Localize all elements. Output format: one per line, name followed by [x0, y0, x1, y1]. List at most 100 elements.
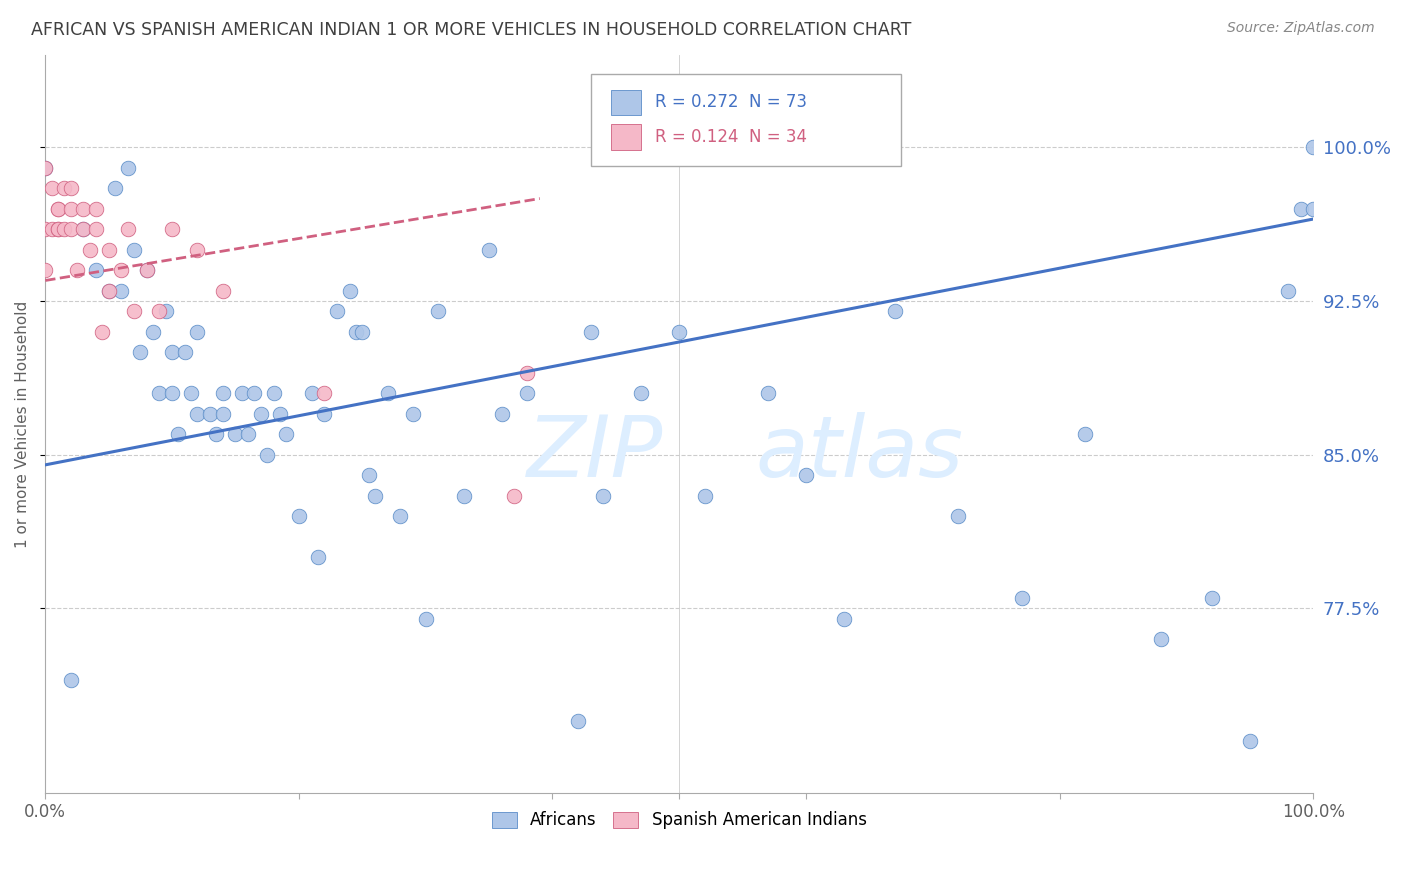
Point — [59, 202, 82, 216]
FancyBboxPatch shape — [591, 73, 901, 166]
Legend: Africans, Spanish American Indians: Africans, Spanish American Indians — [485, 805, 873, 836]
Point — [288, 509, 311, 524]
Point — [402, 407, 425, 421]
Point — [148, 304, 170, 318]
Point — [41, 181, 63, 195]
Point — [516, 386, 538, 401]
Point — [1011, 591, 1033, 605]
Point — [117, 222, 139, 236]
Point — [34, 161, 56, 175]
Point — [883, 304, 905, 318]
Point — [110, 263, 132, 277]
Point — [948, 509, 970, 524]
Point — [198, 407, 221, 421]
Point — [97, 284, 120, 298]
Point — [135, 263, 157, 277]
Point — [307, 550, 329, 565]
Point — [160, 222, 183, 236]
Point — [41, 222, 63, 236]
Point — [34, 263, 56, 277]
Point — [1239, 734, 1261, 748]
Point — [122, 243, 145, 257]
Point — [377, 386, 399, 401]
Point — [59, 673, 82, 687]
Point — [160, 345, 183, 359]
Point — [167, 427, 190, 442]
Point — [453, 489, 475, 503]
Point — [236, 427, 259, 442]
Text: Source: ZipAtlas.com: Source: ZipAtlas.com — [1227, 21, 1375, 35]
Point — [211, 407, 233, 421]
Point — [630, 386, 652, 401]
Point — [117, 161, 139, 175]
Point — [1150, 632, 1173, 646]
Point — [516, 366, 538, 380]
Point — [243, 386, 266, 401]
Point — [211, 284, 233, 298]
Text: ZIP: ZIP — [527, 412, 664, 495]
Point — [250, 407, 273, 421]
FancyBboxPatch shape — [610, 125, 641, 150]
Point — [59, 222, 82, 236]
Point — [269, 407, 291, 421]
Point — [72, 222, 94, 236]
Point — [357, 468, 380, 483]
Point — [46, 202, 69, 216]
Point — [34, 222, 56, 236]
Point — [1289, 202, 1312, 216]
Point — [668, 325, 690, 339]
Point — [1277, 284, 1299, 298]
Point — [46, 222, 69, 236]
Point — [122, 304, 145, 318]
Point — [364, 489, 387, 503]
Y-axis label: 1 or more Vehicles in Household: 1 or more Vehicles in Household — [15, 301, 30, 548]
Point — [59, 181, 82, 195]
Point — [173, 345, 195, 359]
Point — [832, 611, 855, 625]
Point — [567, 714, 589, 728]
Point — [693, 489, 716, 503]
Point — [84, 263, 107, 277]
Point — [72, 202, 94, 216]
Point — [205, 427, 228, 442]
Point — [186, 243, 208, 257]
Point — [97, 284, 120, 298]
Point — [186, 407, 208, 421]
FancyBboxPatch shape — [610, 90, 641, 115]
Point — [1201, 591, 1223, 605]
Point — [224, 427, 246, 442]
Point — [344, 325, 367, 339]
Point — [34, 161, 56, 175]
Point — [1074, 427, 1097, 442]
Point — [314, 407, 336, 421]
Point — [301, 386, 323, 401]
Point — [579, 325, 602, 339]
Point — [110, 284, 132, 298]
Point — [276, 427, 298, 442]
Point — [794, 468, 817, 483]
Point — [314, 386, 336, 401]
Point — [46, 202, 69, 216]
Point — [415, 611, 437, 625]
Point — [592, 489, 614, 503]
Point — [186, 325, 208, 339]
Point — [263, 386, 285, 401]
Point — [84, 222, 107, 236]
Point — [756, 386, 779, 401]
Point — [66, 263, 89, 277]
Point — [352, 325, 374, 339]
Point — [491, 407, 513, 421]
Point — [53, 181, 76, 195]
Point — [1302, 202, 1324, 216]
Point — [503, 489, 526, 503]
Point — [180, 386, 202, 401]
Text: atlas: atlas — [755, 412, 963, 495]
Point — [256, 448, 278, 462]
Point — [160, 386, 183, 401]
Point — [211, 386, 233, 401]
Point — [142, 325, 165, 339]
Point — [79, 243, 101, 257]
Point — [104, 181, 127, 195]
Point — [129, 345, 152, 359]
Point — [326, 304, 349, 318]
